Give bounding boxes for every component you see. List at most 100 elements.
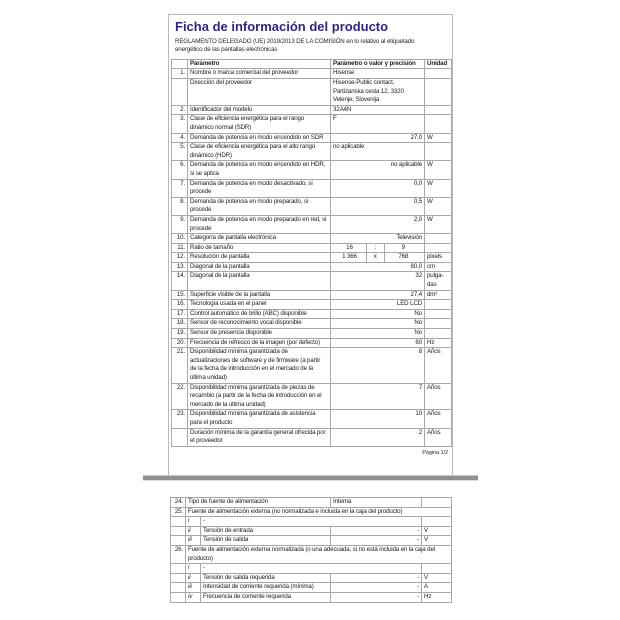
- row-number: 17.: [171, 308, 188, 320]
- unit-label: [421, 497, 453, 508]
- unit-label: [424, 78, 452, 106]
- row-number: [170, 525, 186, 537]
- unit-label: Años: [424, 409, 452, 429]
- table-row: 23. Disponibilidad mínima garantizada de …: [171, 409, 452, 429]
- desc-label: Fuente de alimentación externa normaliza…: [184, 544, 453, 565]
- row-number: 11.: [171, 242, 188, 254]
- value-cell: 80,0: [330, 261, 425, 273]
- table-row: 21. Disponibilidad mínima garantizada de …: [171, 347, 452, 384]
- unit-label: V: [421, 572, 453, 584]
- unit-label: pulga-das: [424, 271, 452, 291]
- value-cell: no aplicable: [330, 160, 425, 180]
- unit-label: W: [424, 160, 452, 180]
- split-value: 16: [346, 243, 353, 251]
- row-number: 9.: [171, 214, 188, 235]
- row-letter: i: [185, 516, 201, 527]
- split-values: 16: 9: [333, 243, 422, 252]
- value-cell: 60: [330, 337, 425, 349]
- split-value: 1 366: [342, 253, 357, 261]
- unit-label: pixels: [424, 252, 452, 263]
- header-number-cell: [171, 58, 188, 70]
- unit-label: A: [421, 582, 453, 593]
- param-label: Diagonal de la pantalla: [187, 261, 331, 273]
- table-row: 24. Tipo de fuente de alimentación Interna: [170, 497, 453, 508]
- value-cell: 0,5: [330, 196, 425, 216]
- value-cell: No: [330, 308, 425, 320]
- row-number: 6.: [171, 160, 188, 180]
- value-cell: 2: [330, 427, 425, 447]
- table-row: 7. Demanda de potencia en modo desactivad…: [171, 178, 452, 198]
- unit-label: [424, 242, 452, 254]
- value-cell: 7: [330, 382, 425, 411]
- value-cell: 8: [330, 347, 425, 384]
- param-label: Clase de eficiencia energética para el a…: [187, 142, 331, 162]
- page-separator-bar: [143, 475, 478, 481]
- param-label: Categoría de pantalla electrónica: [187, 233, 331, 244]
- value-cell: 32: [330, 271, 425, 291]
- table-row: 4. Demanda de potencia en modo encendido …: [171, 132, 452, 144]
- param-label: Dirección del proveedor: [187, 78, 331, 106]
- unit-label: [424, 68, 452, 79]
- unit-label: Hz: [421, 591, 453, 603]
- unit-label: W: [424, 132, 452, 144]
- desc-label: -: [199, 563, 423, 574]
- param-label: Resolución de pantalla: [187, 252, 331, 263]
- value-cell: No: [330, 328, 425, 339]
- unit-label: [421, 516, 453, 527]
- param-label: Duración mínima de la garantía general o…: [187, 427, 331, 447]
- table-row: 15. Superficie visible de la pantalla 27,4…: [171, 289, 452, 301]
- document-page-1: Ficha de información del producto REGLAM…: [168, 14, 453, 476]
- desc-label: Tensión de entrada: [199, 525, 332, 537]
- row-number: [170, 535, 186, 546]
- value-cell: No: [330, 318, 425, 330]
- row-letter: iii: [185, 535, 201, 546]
- unit-label: [424, 233, 452, 244]
- table-row: 8. Demanda de potencia en modo preparado,…: [171, 196, 452, 216]
- row-letter: ii: [185, 572, 201, 584]
- table-row: 18. Sensor de reconocimiento vocal dispon…: [171, 318, 452, 330]
- page-title: Ficha de información del producto: [175, 19, 389, 34]
- split-value: 768: [398, 253, 409, 261]
- header-unidad: Unidad: [424, 58, 452, 70]
- unit-label: [424, 328, 452, 339]
- param-label: Demanda de potencia en modo encendido en…: [187, 160, 331, 180]
- value-cell: 2,0: [330, 214, 425, 235]
- table-row: iv Frecuencia de corriente requerida - Hz: [170, 591, 453, 603]
- table-header-row: Parámetro Parámetro o valor y precisión …: [171, 58, 452, 70]
- table-row: 13. Diagonal de la pantalla 80,0 cm: [171, 261, 452, 273]
- row-letter: ii: [185, 525, 201, 537]
- param-label: Disponibilidad mínima garantizada de asi…: [187, 409, 331, 429]
- value-cell: 1 366 x 768: [330, 252, 425, 263]
- product-info-table-page2: 24. Tipo de fuente de alimentación Interna…: [170, 497, 453, 603]
- regulation-subtitle: REGLAMENTO DELEGADO (UE) 2019/2013 DE LA…: [175, 38, 415, 54]
- value-cell: -: [330, 591, 423, 603]
- row-number: [170, 582, 186, 593]
- row-number: 15.: [171, 289, 188, 301]
- param-label: Nombre o marca comercial del proveedor: [187, 68, 331, 79]
- value-cell: 16: 9: [330, 242, 425, 254]
- desc-label: -: [199, 516, 423, 527]
- value-cell: 27,4: [330, 289, 425, 301]
- table-row: 11. Ratio de tamaño 16: 9: [171, 242, 452, 254]
- split-values: 1 366 x 768: [333, 253, 422, 262]
- param-label: Disponibilidad mínima garantizada de act…: [187, 347, 331, 384]
- table-row: 5. Clase de eficiencia energética para el…: [171, 142, 452, 162]
- table-row: 9. Demanda de potencia en modo preparado …: [171, 214, 452, 235]
- table-row: 25. Fuente de alimentación externa (no no…: [170, 506, 453, 518]
- row-number: 24.: [170, 497, 186, 508]
- row-number: 4.: [171, 132, 188, 144]
- table-row: 16. Tecnología usada en el panel LED LCD: [171, 299, 452, 310]
- unit-label: Hz: [424, 337, 452, 349]
- param-label: Demanda de potencia en modo preparado en…: [187, 214, 331, 235]
- unit-label: dm²: [424, 289, 452, 301]
- value-cell: -: [330, 525, 423, 537]
- param-label: Sensor de reconocimiento vocal disponibl…: [187, 318, 331, 330]
- row-number: 18.: [171, 318, 188, 330]
- unit-label: [421, 563, 453, 574]
- table-row: 3. Clase de eficiencia energética para el…: [171, 114, 452, 134]
- unit-label: Años: [424, 382, 452, 411]
- table-row: 17. Control automático de brillo (ABC) di…: [171, 308, 452, 320]
- row-number: 10.: [171, 233, 188, 244]
- table-row: i-: [170, 563, 453, 574]
- unit-label: W: [424, 196, 452, 216]
